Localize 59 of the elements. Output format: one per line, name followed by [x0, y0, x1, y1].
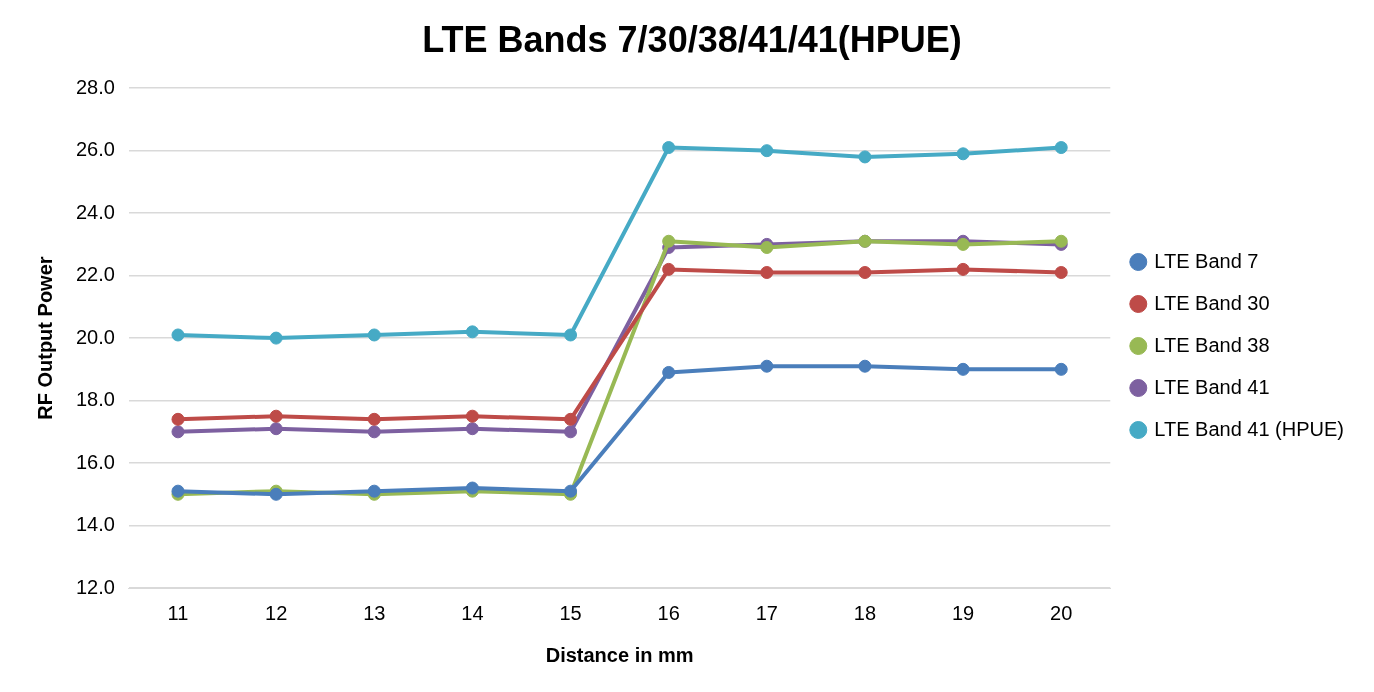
- legend-label: LTE Band 41: [1154, 375, 1270, 398]
- point: [1054, 266, 1068, 279]
- point: [269, 422, 283, 436]
- point: [760, 359, 774, 373]
- point: [269, 331, 283, 345]
- y-tick-label: 18.0: [75, 388, 115, 411]
- point: [564, 412, 578, 426]
- point: [367, 412, 381, 426]
- y-tick-label: 16.0: [75, 450, 115, 473]
- y-tick-label: 14.0: [75, 513, 115, 536]
- point: [465, 409, 479, 423]
- point: [171, 412, 185, 426]
- point: [564, 328, 578, 342]
- x-tick-label: 18: [853, 601, 877, 624]
- y-tick-label: 12.0: [75, 575, 115, 598]
- y-tick-label: 26.0: [75, 138, 115, 161]
- point: [465, 422, 479, 436]
- point: [956, 262, 970, 276]
- point: [760, 266, 774, 279]
- point: [662, 262, 676, 276]
- legend-label: LTE Band 30: [1154, 291, 1270, 314]
- point: [367, 425, 381, 439]
- point: [564, 425, 578, 439]
- legend-label: LTE Band 41 (HPUE): [1154, 417, 1345, 440]
- chart-title: LTE Bands 7/30/38/41/41(HPUE): [422, 18, 962, 60]
- x-tick-label: 16: [657, 601, 680, 624]
- point: [956, 362, 970, 376]
- legend-label: LTE Band 38: [1154, 333, 1270, 356]
- point: [956, 147, 970, 161]
- legend-label: LTE Band 7: [1154, 249, 1259, 272]
- point: [662, 141, 676, 155]
- point: [662, 234, 676, 248]
- point: [171, 328, 185, 342]
- y-tick-label: 22.0: [75, 263, 115, 286]
- point: [1054, 362, 1068, 376]
- point: [760, 241, 774, 255]
- point: [662, 365, 676, 379]
- x-axis-title: Distance in mm: [545, 643, 694, 666]
- x-tick-label: 11: [167, 601, 189, 624]
- x-tick-label: 13: [363, 601, 386, 624]
- point: [465, 325, 479, 339]
- point: [367, 328, 381, 342]
- point: [858, 359, 872, 373]
- x-tick-label: 20: [1050, 601, 1073, 624]
- x-tick-label: 17: [755, 601, 778, 624]
- x-tick-label: 12: [265, 601, 288, 624]
- point: [858, 266, 872, 279]
- point: [858, 150, 872, 164]
- y-tick-label: 28.0: [75, 75, 115, 98]
- point: [1054, 141, 1068, 155]
- y-tick-label: 20.0: [75, 325, 115, 348]
- y-axis-title: RF Output Power: [33, 256, 56, 420]
- y-tick-label: 24.0: [75, 200, 115, 223]
- point: [760, 144, 774, 158]
- x-tick-label: 15: [559, 601, 582, 624]
- x-tick-label: 14: [461, 601, 484, 624]
- point: [269, 409, 283, 423]
- x-tick-label: 19: [951, 601, 975, 624]
- point: [171, 425, 185, 439]
